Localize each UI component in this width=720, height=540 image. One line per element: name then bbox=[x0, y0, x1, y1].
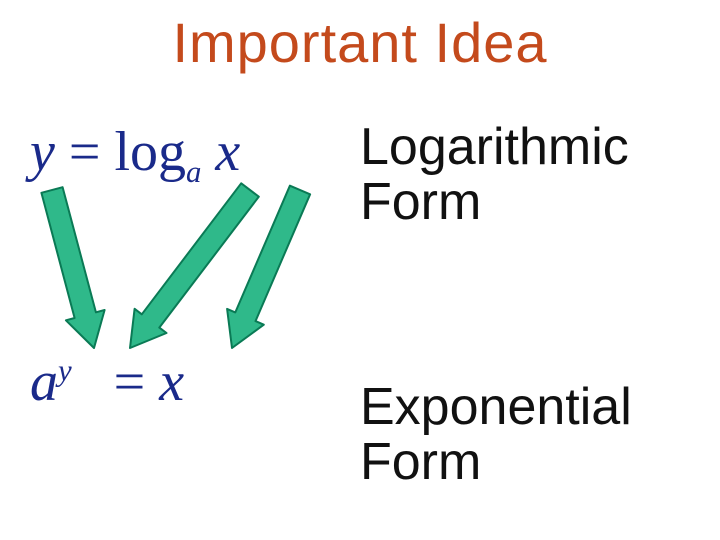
eq-log-arg: x bbox=[215, 121, 240, 183]
arrow-2-icon bbox=[130, 183, 259, 348]
eq-exp-space1 bbox=[86, 351, 114, 413]
eq-log-base: a bbox=[186, 155, 201, 189]
eq-log-equals-sign: = bbox=[69, 121, 101, 183]
exponential-form-label-line1: Exponential bbox=[360, 380, 632, 435]
arrow-1-icon bbox=[41, 187, 104, 348]
logarithmic-equation: y = loga x bbox=[30, 120, 240, 190]
eq-exp-equals: = bbox=[114, 351, 146, 413]
exponential-equation: ay = x bbox=[30, 350, 184, 414]
logarithmic-form-label-line1: Logarithmic bbox=[360, 120, 629, 175]
exponential-form-label-line2: Form bbox=[360, 435, 632, 490]
arrow-3-icon bbox=[227, 186, 310, 348]
logarithmic-form-label-line2: Form bbox=[360, 175, 629, 230]
eq-exp-base: a bbox=[30, 351, 58, 413]
slide-title: Important Idea bbox=[0, 10, 720, 75]
logarithmic-form-label: Logarithmic Form bbox=[360, 120, 629, 229]
eq-exp-rhs: x bbox=[159, 351, 184, 413]
exponential-form-label: Exponential Form bbox=[360, 380, 632, 489]
eq-exp-exponent: y bbox=[58, 353, 72, 387]
eq-log-y: y bbox=[30, 121, 55, 183]
eq-log-log: log bbox=[114, 121, 186, 183]
